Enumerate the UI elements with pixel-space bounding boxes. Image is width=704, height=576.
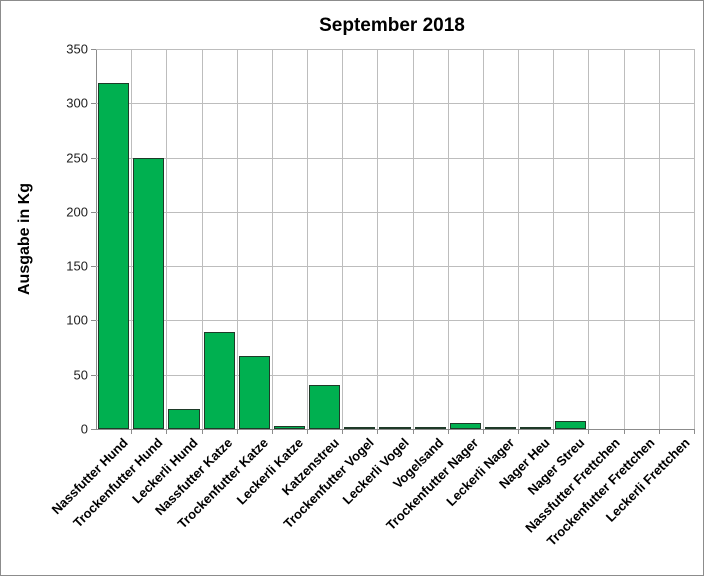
gridline — [96, 374, 694, 376]
x-tick-mark — [271, 429, 273, 434]
gridline-vertical — [658, 49, 660, 429]
gridline-vertical — [377, 49, 379, 429]
y-axis-label: Ausgabe in Kg — [16, 182, 33, 296]
y-tick-mark — [91, 320, 96, 322]
bar[interactable] — [555, 421, 587, 429]
gridline — [96, 103, 694, 105]
gridline-vertical — [166, 49, 168, 429]
bar[interactable] — [133, 157, 165, 429]
x-tick-mark — [236, 429, 238, 434]
gridline — [96, 320, 694, 322]
y-axis-line — [96, 49, 97, 430]
gridline-vertical — [131, 49, 133, 429]
gridline-vertical — [201, 49, 203, 429]
bar[interactable] — [273, 425, 306, 429]
gridline-vertical — [694, 49, 695, 429]
y-tick-mark — [91, 266, 96, 268]
y-tick-label: 150 — [66, 258, 88, 274]
gridline-vertical — [307, 49, 309, 429]
x-tick-mark — [447, 429, 449, 434]
bar[interactable] — [484, 427, 517, 429]
gridline-vertical — [271, 49, 273, 429]
y-tick-label: 250 — [66, 150, 88, 166]
x-tick-mark — [307, 429, 309, 434]
bar[interactable] — [520, 427, 552, 429]
bar[interactable] — [168, 409, 200, 429]
x-tick-mark — [694, 429, 695, 434]
x-tick-mark — [658, 429, 660, 434]
x-tick-mark — [553, 429, 555, 434]
x-tick-mark — [412, 429, 414, 434]
bar[interactable] — [414, 427, 446, 429]
gridline-vertical — [447, 49, 449, 429]
bar[interactable] — [344, 426, 376, 429]
bar[interactable] — [309, 384, 341, 429]
y-tick-mark — [91, 429, 96, 430]
gridline — [96, 49, 694, 50]
gridline — [96, 266, 694, 268]
x-tick-mark — [131, 429, 133, 434]
y-tick-mark — [91, 211, 96, 213]
plot-area — [91, 49, 695, 434]
y-tick-mark — [91, 49, 96, 50]
gridline-vertical — [588, 49, 590, 429]
bar[interactable] — [449, 422, 481, 429]
x-tick-mark — [588, 429, 590, 434]
y-tick-mark — [91, 157, 96, 159]
gridline-vertical — [623, 49, 625, 429]
bar[interactable] — [203, 332, 235, 429]
y-tick-label: 200 — [66, 204, 88, 220]
y-tick-label: 100 — [66, 312, 88, 328]
gridline-vertical — [553, 49, 555, 429]
x-tick-mark — [518, 429, 520, 434]
bar[interactable] — [98, 82, 130, 429]
y-tick-label: 300 — [66, 95, 88, 111]
x-tick-mark — [201, 429, 203, 434]
x-axis-line — [96, 429, 694, 430]
gridline-vertical — [342, 49, 344, 429]
x-tick-mark — [482, 429, 484, 434]
x-tick-mark — [377, 429, 379, 434]
gridline-vertical — [482, 49, 484, 429]
x-tick-mark — [166, 429, 168, 434]
y-tick-label: 50 — [73, 367, 88, 383]
gridline — [96, 157, 694, 159]
bar[interactable] — [379, 427, 411, 429]
x-tick-mark — [623, 429, 625, 434]
bar[interactable] — [238, 356, 270, 429]
gridline-vertical — [236, 49, 238, 429]
gridline — [96, 211, 694, 213]
chart-title: September 2018 — [319, 15, 465, 36]
gridline-vertical — [412, 49, 414, 429]
x-tick-mark — [342, 429, 344, 434]
y-tick-label: 350 — [66, 41, 88, 57]
y-tick-label: 0 — [80, 421, 88, 437]
y-tick-mark — [91, 374, 96, 376]
y-tick-mark — [91, 103, 96, 105]
gridline-vertical — [518, 49, 520, 429]
